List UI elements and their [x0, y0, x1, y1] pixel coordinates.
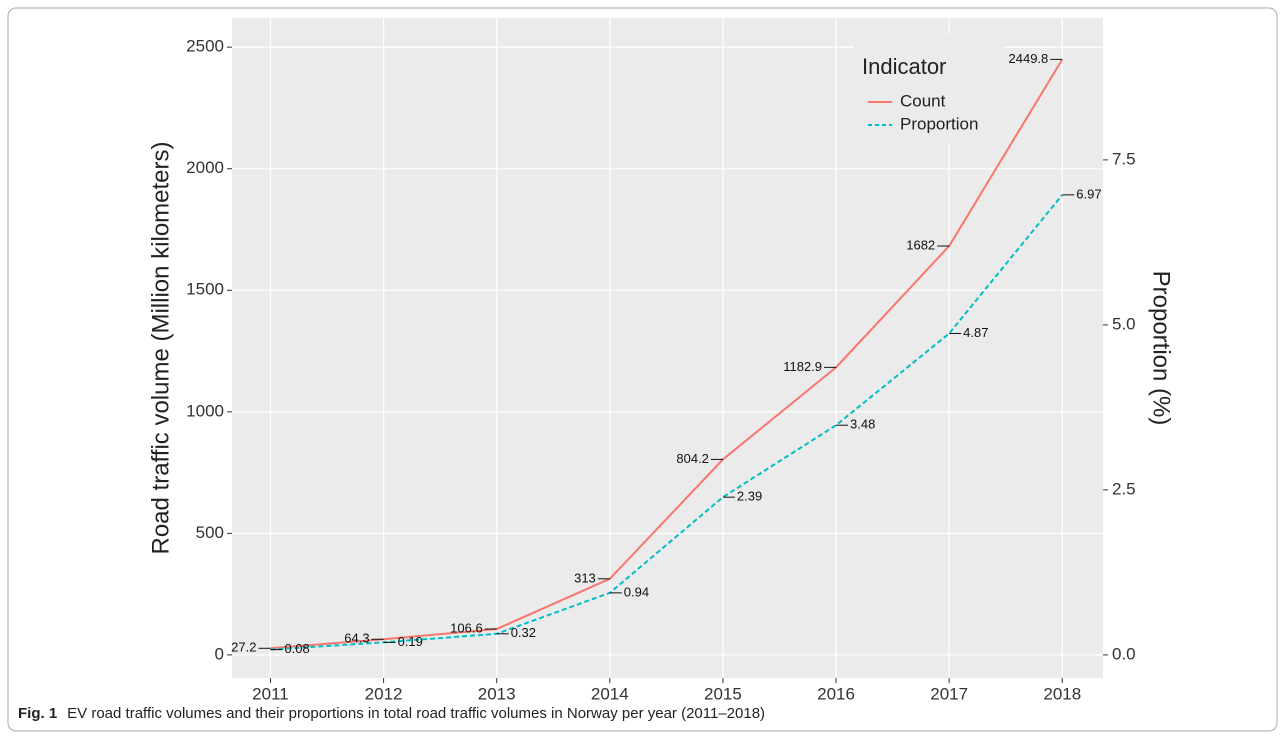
y2-tick-label: 0.0: [1112, 644, 1136, 663]
x-tick-label: 2016: [817, 684, 855, 703]
value-label: 4.87: [963, 325, 988, 340]
y2-tick-label: 2.5: [1112, 479, 1136, 498]
value-label: 64.3: [344, 631, 369, 646]
line: [270, 194, 1064, 651]
value-label: 3.48: [850, 417, 875, 432]
value-label: 0.32: [511, 625, 536, 640]
y2-axis-title: Proportion (%): [1148, 271, 1175, 426]
x-tick-label: 2013: [478, 684, 516, 703]
value-label: 2.39: [737, 489, 762, 504]
y2-tick-label: 5.0: [1112, 314, 1136, 333]
caption: Fig. 1 EV road traffic volumes and their …: [18, 705, 765, 722]
value-label: 0.94: [624, 584, 649, 599]
value-label: 106.6: [450, 620, 483, 635]
caption-label: Fig. 1: [18, 705, 57, 722]
y-tick-label: 2500: [186, 37, 224, 56]
value-label: 804.2: [676, 451, 709, 466]
y-tick-label: 1000: [186, 401, 224, 420]
value-label: 1182.9: [783, 359, 822, 374]
value-label: 2449.8: [1009, 51, 1049, 66]
value-label: 1682: [906, 237, 935, 252]
value-label: 0.08: [284, 641, 309, 656]
value-label: 6.97: [1076, 186, 1101, 201]
x-tick-label: 2011: [252, 684, 289, 703]
value-label: 313: [574, 570, 596, 585]
line: [270, 58, 1064, 650]
caption-text: EV road traffic volumes and their propor…: [67, 705, 765, 722]
x-tick-label: 2012: [365, 684, 403, 703]
x-tick-label: 2014: [591, 684, 629, 703]
x-tick-label: 2018: [1043, 684, 1081, 703]
legend-label: Count: [900, 91, 946, 110]
x-tick-label: 2017: [930, 684, 968, 703]
y-tick-label: 0: [215, 644, 224, 663]
value-label: 27.2: [231, 640, 256, 655]
y-tick-label: 2000: [186, 158, 224, 177]
y-axis-title: Road traffic volume (Million kilometers): [147, 141, 174, 554]
x-tick-label: 2015: [704, 684, 742, 703]
y-tick-label: 500: [196, 523, 224, 542]
legend-title: Indicator: [862, 54, 946, 79]
y-tick-label: 1500: [186, 280, 224, 299]
y2-tick-label: 7.5: [1112, 149, 1136, 168]
legend-label: Proportion: [900, 114, 978, 133]
value-label: 0.19: [398, 634, 423, 649]
